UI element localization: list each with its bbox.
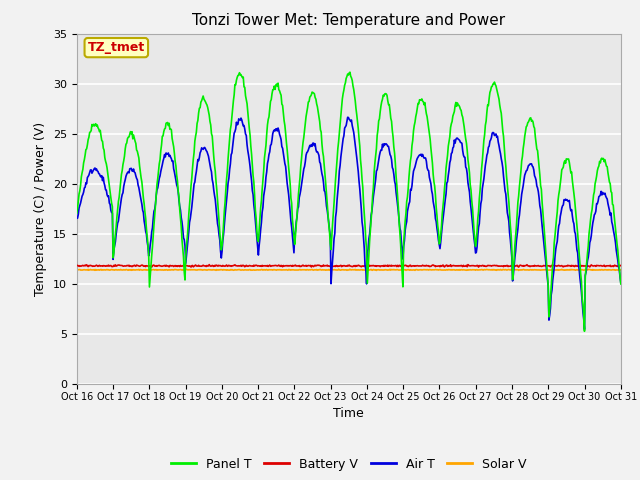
Legend: Panel T, Battery V, Air T, Solar V: Panel T, Battery V, Air T, Solar V <box>166 453 531 476</box>
Air T <box>580 326 588 332</box>
Panel T <box>194 118 202 123</box>
Solar V <box>433 267 440 273</box>
Solar V <box>417 267 424 273</box>
Battery V <box>431 264 439 269</box>
Battery V <box>73 263 81 268</box>
Air T <box>431 216 439 222</box>
Air T <box>344 114 351 120</box>
Panel T <box>139 187 147 192</box>
Panel T <box>431 192 439 198</box>
Air T <box>139 207 147 213</box>
Panel T <box>346 69 354 75</box>
Line: Battery V: Battery V <box>77 264 621 267</box>
Air T <box>416 152 424 158</box>
Battery V <box>194 263 202 269</box>
Line: Panel T: Panel T <box>77 72 621 331</box>
Panel T <box>580 328 588 334</box>
Text: TZ_tmet: TZ_tmet <box>88 41 145 54</box>
Solar V <box>182 266 190 272</box>
Air T <box>223 198 230 204</box>
Solar V <box>223 267 231 273</box>
Air T <box>83 181 90 187</box>
Battery V <box>617 263 625 268</box>
Panel T <box>416 97 424 103</box>
Air T <box>73 216 81 221</box>
X-axis label: Time: Time <box>333 407 364 420</box>
Panel T <box>83 146 90 152</box>
Solar V <box>372 267 380 273</box>
Title: Tonzi Tower Met: Temperature and Power: Tonzi Tower Met: Temperature and Power <box>192 13 506 28</box>
Line: Air T: Air T <box>77 117 621 329</box>
Air T <box>617 280 625 286</box>
Panel T <box>223 176 230 182</box>
Line: Solar V: Solar V <box>77 269 621 270</box>
Y-axis label: Temperature (C) / Power (V): Temperature (C) / Power (V) <box>35 122 47 296</box>
Battery V <box>515 264 522 270</box>
Battery V <box>205 262 213 267</box>
Air T <box>194 156 202 162</box>
Solar V <box>195 267 202 273</box>
Panel T <box>73 210 81 216</box>
Battery V <box>416 263 424 269</box>
Solar V <box>139 267 147 273</box>
Battery V <box>139 263 147 268</box>
Solar V <box>73 267 81 273</box>
Panel T <box>617 281 625 287</box>
Solar V <box>617 267 625 273</box>
Battery V <box>83 262 90 268</box>
Battery V <box>223 264 231 269</box>
Solar V <box>83 267 90 273</box>
